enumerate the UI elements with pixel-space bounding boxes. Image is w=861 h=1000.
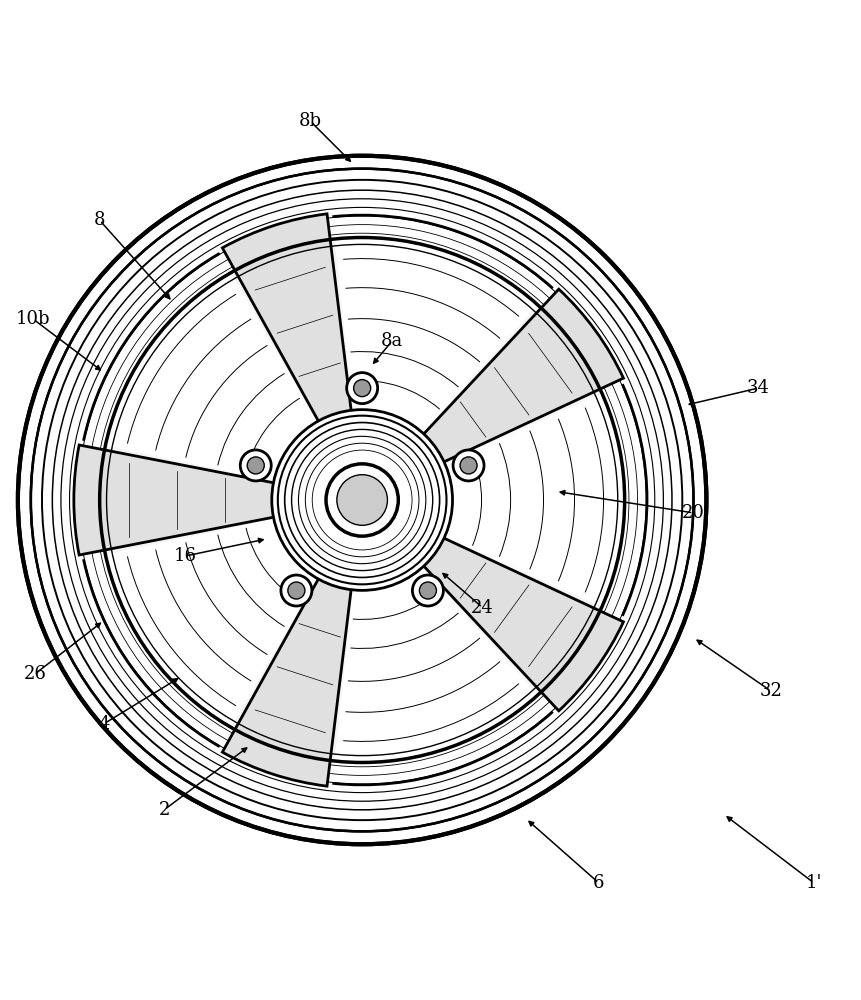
Text: 1': 1' bbox=[805, 874, 821, 892]
Circle shape bbox=[325, 464, 398, 536]
Wedge shape bbox=[331, 212, 554, 433]
Circle shape bbox=[453, 450, 484, 481]
Text: 6: 6 bbox=[592, 874, 604, 892]
Text: 10b: 10b bbox=[16, 310, 51, 328]
Text: 2: 2 bbox=[158, 801, 170, 819]
Wedge shape bbox=[331, 567, 554, 788]
Text: 20: 20 bbox=[681, 504, 704, 522]
Circle shape bbox=[298, 436, 425, 564]
Text: 16: 16 bbox=[174, 547, 197, 565]
Circle shape bbox=[305, 443, 418, 557]
Wedge shape bbox=[222, 575, 351, 786]
Text: 4: 4 bbox=[98, 715, 109, 733]
Wedge shape bbox=[80, 519, 317, 750]
Circle shape bbox=[18, 156, 705, 844]
Circle shape bbox=[346, 373, 377, 404]
Text: 26: 26 bbox=[23, 665, 46, 683]
Wedge shape bbox=[74, 445, 277, 555]
Circle shape bbox=[312, 450, 412, 550]
Text: 8b: 8b bbox=[299, 112, 322, 130]
Wedge shape bbox=[420, 289, 623, 464]
Text: 32: 32 bbox=[759, 682, 782, 700]
Circle shape bbox=[281, 575, 312, 606]
Circle shape bbox=[100, 238, 624, 762]
Circle shape bbox=[288, 582, 305, 599]
Circle shape bbox=[291, 429, 432, 571]
Wedge shape bbox=[444, 383, 650, 617]
Circle shape bbox=[240, 450, 271, 481]
Text: 34: 34 bbox=[746, 379, 769, 397]
Text: 24: 24 bbox=[471, 599, 493, 617]
Circle shape bbox=[277, 416, 446, 584]
Circle shape bbox=[271, 410, 452, 590]
Circle shape bbox=[460, 457, 476, 474]
Wedge shape bbox=[420, 536, 623, 711]
Circle shape bbox=[353, 380, 370, 397]
Text: 8a: 8a bbox=[381, 332, 403, 350]
Circle shape bbox=[337, 475, 387, 525]
Wedge shape bbox=[80, 250, 317, 481]
Circle shape bbox=[419, 582, 436, 599]
Circle shape bbox=[247, 457, 264, 474]
Circle shape bbox=[412, 575, 443, 606]
Wedge shape bbox=[222, 214, 351, 425]
Circle shape bbox=[284, 423, 439, 577]
Text: 8: 8 bbox=[94, 211, 105, 229]
